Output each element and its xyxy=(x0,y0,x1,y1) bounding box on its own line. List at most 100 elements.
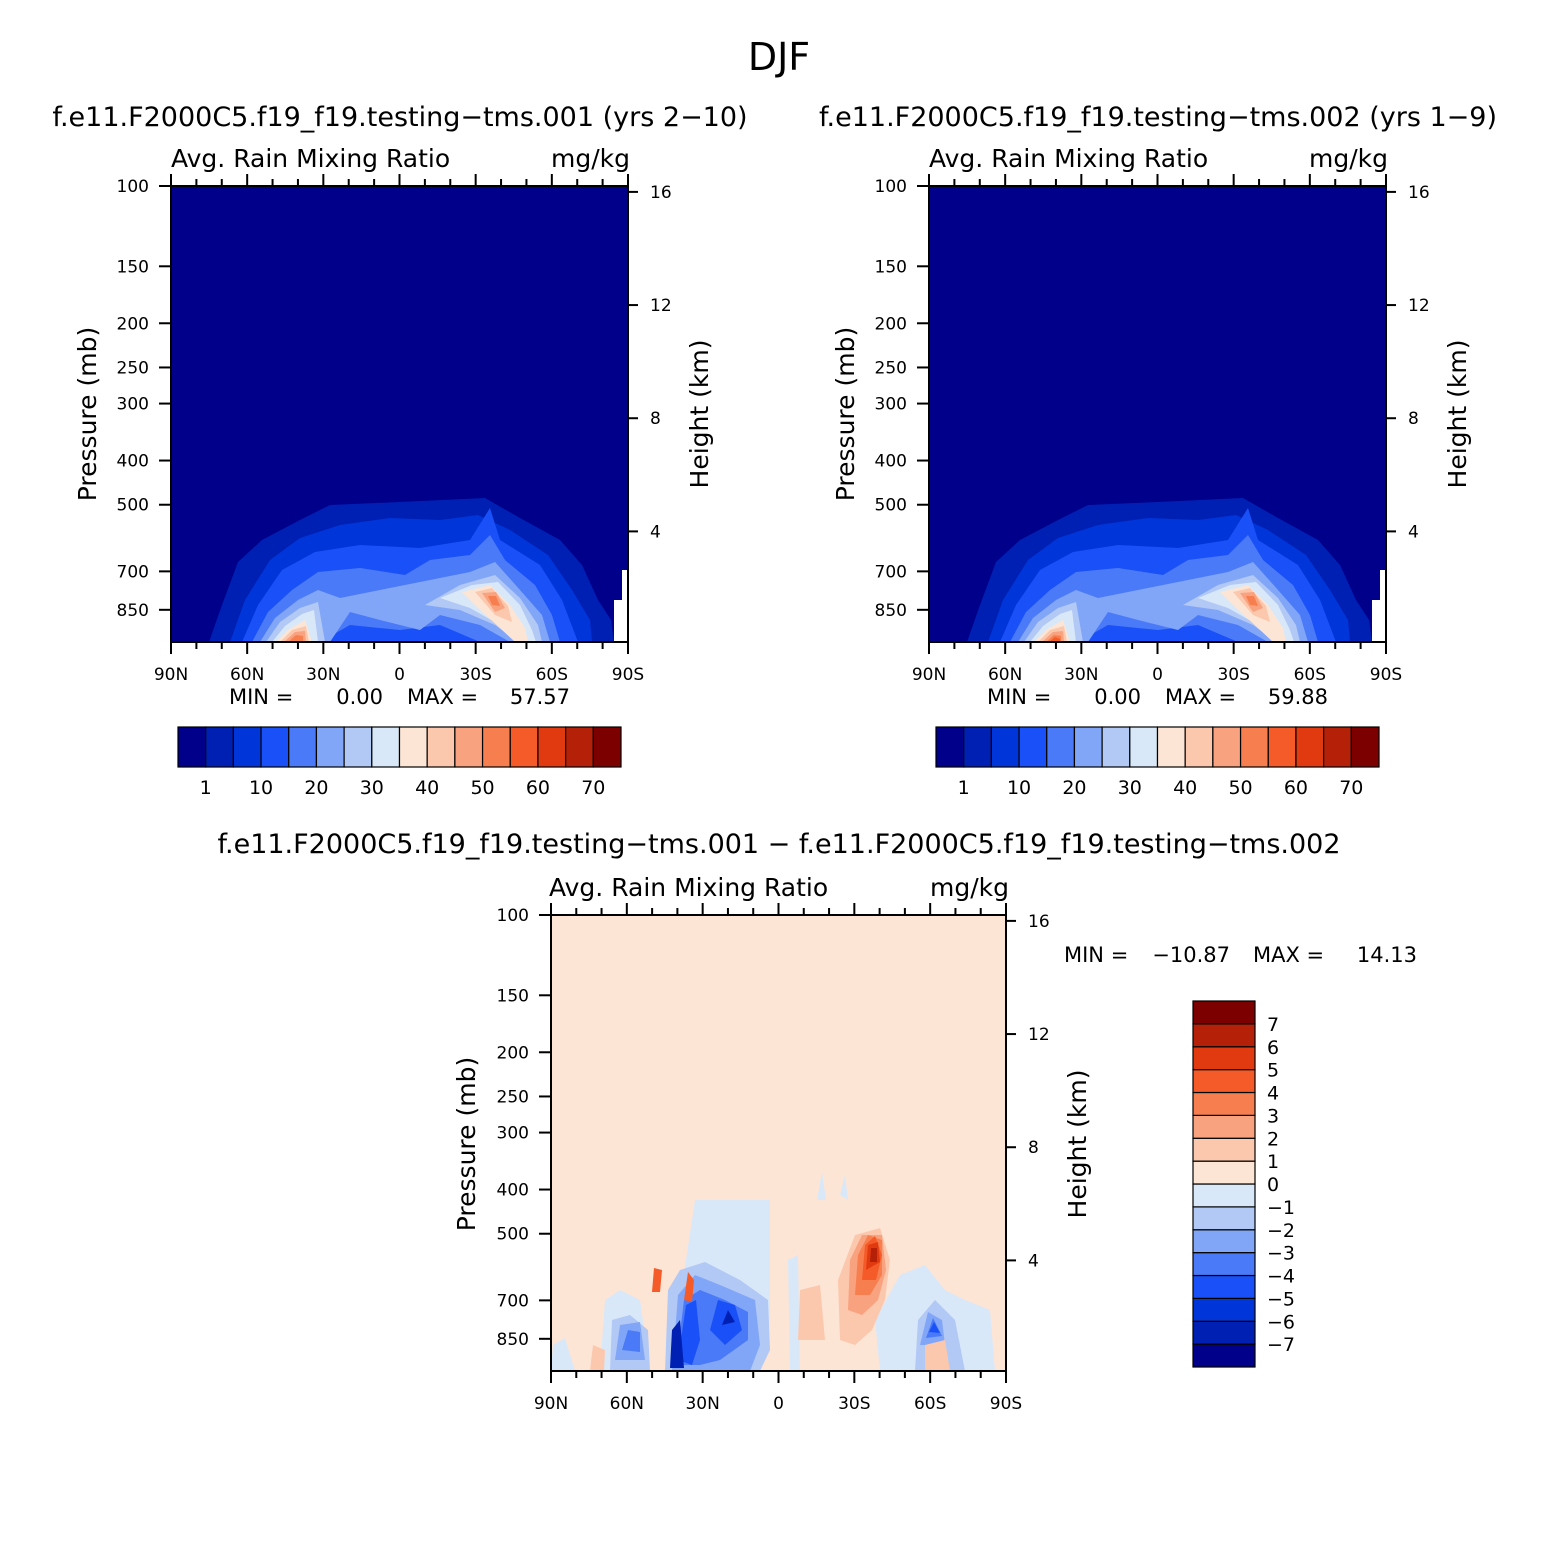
colorbar-label: 50 xyxy=(1228,777,1252,799)
colorbar-swatch xyxy=(343,726,373,768)
colorbar-label: 70 xyxy=(1339,777,1363,799)
contour-level-neg1 xyxy=(551,1172,995,1371)
y-axis-ticks: 100 150 200 250 300 400 500 700 850 xyxy=(875,177,929,621)
colorbar-label: −7 xyxy=(1267,1334,1295,1356)
colorbar-swatch xyxy=(509,726,539,768)
colorbar-swatch xyxy=(371,726,401,768)
y-tick-label: 300 xyxy=(497,1124,529,1144)
colorbar-swatch xyxy=(1212,726,1242,768)
missing-data-column xyxy=(614,600,628,642)
colorbar-label: 7 xyxy=(1267,1014,1279,1036)
colorbar-swatch xyxy=(1192,1046,1256,1071)
colorbar-swatch xyxy=(990,726,1020,768)
colorbar-swatch xyxy=(232,726,262,768)
y2-tick-label: 12 xyxy=(650,296,672,316)
y-tick-label: 400 xyxy=(117,452,149,472)
contour-level-neg4 xyxy=(622,1290,942,1365)
colorbar-label: 60 xyxy=(526,777,550,799)
y-tick-label: 700 xyxy=(875,562,907,582)
contour-layers xyxy=(967,498,1386,642)
colorbar-swatch xyxy=(963,726,992,768)
x-tick-label: 30N xyxy=(306,665,340,685)
colorbar-label: −4 xyxy=(1267,1266,1295,1288)
colorbar-label: 70 xyxy=(581,777,605,799)
colorbar-label: 1 xyxy=(200,777,212,799)
y-tick-label: 250 xyxy=(497,1087,529,1107)
figure-title: DJF xyxy=(748,35,810,79)
x-tick-label: 60N xyxy=(610,1394,644,1414)
units-label: mg/kg xyxy=(930,873,1009,902)
y-tick-label: 850 xyxy=(875,601,907,621)
colorbar-swatch xyxy=(260,726,290,768)
colorbar-label: 50 xyxy=(470,777,494,799)
max-value: 14.13 xyxy=(1357,943,1417,967)
min-value: 0.00 xyxy=(336,685,383,709)
y-axis-label: Pressure (mb) xyxy=(73,327,102,501)
colorbar-label: 1 xyxy=(958,777,970,799)
colorbar-label: −5 xyxy=(1267,1288,1295,1310)
min-value: −10.87 xyxy=(1152,943,1230,967)
variable-name: Avg. Rain Mixing Ratio xyxy=(171,144,450,173)
colorbar-swatch xyxy=(1018,726,1048,768)
x-tick-label: 60N xyxy=(988,665,1022,685)
contour-field xyxy=(929,186,1386,642)
missing-data-column xyxy=(622,570,628,600)
y2-tick-label: 16 xyxy=(1408,183,1430,203)
x-tick-label: 30N xyxy=(1064,665,1098,685)
colorbar-swatch xyxy=(1192,1114,1256,1139)
panel-run-001: f.e11.F2000C5.f19_f19.testing−tms.001 (y… xyxy=(52,102,747,799)
colorbar-label: 30 xyxy=(360,777,384,799)
y-tick-label: 250 xyxy=(875,358,907,378)
y-tick-label: 850 xyxy=(497,1330,529,1350)
x-tick-label: 30S xyxy=(1217,665,1249,685)
colorbar-swatch xyxy=(1129,726,1159,768)
contour-field xyxy=(551,915,1006,1371)
colorbar-swatch xyxy=(1350,726,1380,768)
colorbar-swatch xyxy=(1192,1023,1256,1048)
y-tick-label: 250 xyxy=(117,358,149,378)
colorbar-swatch xyxy=(1192,1297,1256,1322)
colorbar-label: 2 xyxy=(1267,1128,1279,1150)
colorbar-swatch xyxy=(1101,726,1131,768)
y-tick-label: 500 xyxy=(117,496,149,516)
x-tick-label: 90S xyxy=(990,1394,1022,1414)
colorbar-label: 40 xyxy=(415,777,439,799)
colorbar-swatch xyxy=(1192,1252,1256,1277)
x-tick-label: 30N xyxy=(685,1394,719,1414)
colorbar: 1 10 20 30 40 50 60 70 xyxy=(177,726,622,799)
colorbar-swatch xyxy=(592,726,622,768)
colorbar-swatch xyxy=(1192,1137,1256,1162)
colorbar-swatch xyxy=(1295,726,1325,768)
colorbar-swatch xyxy=(1323,726,1352,768)
panel-title: f.e11.F2000C5.f19_f19.testing−tms.002 (y… xyxy=(819,102,1497,133)
x-axis-ticks: 90N 60N 30N 0 30S 60S 90S xyxy=(534,903,1022,1414)
y2-tick-label: 4 xyxy=(1028,1251,1039,1271)
colorbar-swatch xyxy=(1046,726,1076,768)
contour-level-neg7 xyxy=(670,1310,735,1368)
colorbar-swatch xyxy=(454,726,484,768)
max-value: 57.57 xyxy=(510,685,570,709)
y-tick-label: 700 xyxy=(497,1291,529,1311)
colorbar-swatch xyxy=(1184,726,1214,768)
y2-axis-label: Height (km) xyxy=(1063,1070,1092,1219)
units-label: mg/kg xyxy=(551,144,630,173)
y2-axis-ticks: 16 12 8 4 xyxy=(1386,183,1430,542)
max-label: MAX = xyxy=(407,685,478,709)
colorbar-swatch xyxy=(288,726,318,768)
y2-tick-label: 8 xyxy=(1028,1138,1039,1158)
y-tick-label: 100 xyxy=(497,906,529,926)
missing-data-column xyxy=(1372,600,1386,642)
min-label: MIN = xyxy=(1064,943,1128,967)
colorbar-swatch xyxy=(1192,1160,1256,1185)
colorbar-label: −6 xyxy=(1267,1311,1295,1333)
x-tick-label: 0 xyxy=(1152,665,1163,685)
min-label: MIN = xyxy=(229,685,293,709)
y-axis-ticks: 100 150 200 250 300 400 500 700 850 xyxy=(497,906,551,1350)
contour-level-neg5 xyxy=(678,1300,940,1365)
contour-level-pos7 xyxy=(870,1248,877,1262)
colorbar-swatch xyxy=(1192,1320,1256,1345)
x-tick-label: 90S xyxy=(612,665,644,685)
colorbar-label: 40 xyxy=(1173,777,1197,799)
y-tick-label: 300 xyxy=(117,395,149,415)
